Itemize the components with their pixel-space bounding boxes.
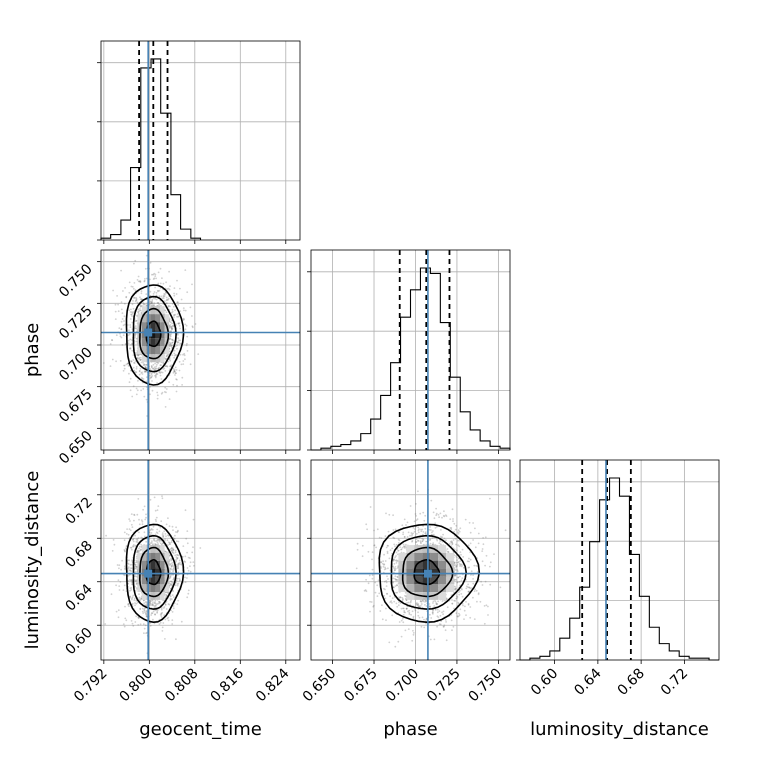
contour (401, 546, 454, 598)
gridlines (101, 460, 300, 660)
x-tick-label: 0.792 (71, 666, 111, 706)
x-tick-label: 0.68 (615, 666, 648, 699)
y-tick-label: 0.725 (56, 303, 96, 343)
x-tick-label: 0.816 (207, 665, 247, 705)
gridlines (101, 41, 300, 240)
histogram-luminosity-distance (516, 459, 720, 664)
density-core (137, 306, 170, 363)
histogram-phase (307, 249, 511, 454)
histogram-steps (311, 267, 511, 451)
panel-border (310, 249, 511, 451)
contour (132, 534, 177, 610)
x-axis-label: geocent_time (139, 719, 262, 740)
x-axis-label: luminosity_distance (530, 719, 709, 740)
x-tick-label: 0.725 (424, 666, 464, 706)
x-tick-label: 0.64 (571, 665, 604, 698)
panel-border (100, 40, 301, 241)
contour (138, 546, 170, 598)
contour (413, 558, 441, 586)
x-axis-label: phase (383, 719, 437, 740)
histogram-steps (100, 58, 202, 240)
x-tick-label: 0.824 (253, 665, 293, 705)
truth-marker (144, 569, 153, 578)
contour (378, 523, 481, 624)
y-tick-label: 0.750 (56, 261, 96, 301)
y-tick-label: 0.60 (62, 625, 95, 658)
contour-lines (378, 523, 481, 624)
x-tick-label: 0.72 (658, 666, 691, 699)
contour (125, 284, 185, 386)
y-axis-label: phase (22, 323, 43, 377)
scatter-geocent-time-vs-luminosity-distance (97, 459, 301, 664)
panel-border (100, 459, 301, 661)
truth-marker (144, 328, 153, 337)
panel-border (310, 459, 511, 661)
scatter-geocent-time-vs-phase (97, 249, 301, 454)
contour (132, 295, 177, 373)
y-axis-label: luminosity_distance (22, 471, 43, 650)
histogram-steps (520, 477, 719, 661)
x-tick-label: 0.750 (466, 666, 506, 706)
y-tick-label: 0.68 (62, 538, 95, 571)
y-tick-label: 0.700 (56, 345, 96, 385)
histogram-geocent-time (97, 40, 301, 244)
y-tick-label: 0.675 (56, 386, 96, 426)
scatter-phase-vs-luminosity-distance (307, 459, 511, 664)
x-tick-label: 0.800 (116, 666, 156, 706)
x-tick-label: 0.650 (300, 666, 340, 706)
panel-border (519, 459, 720, 661)
gridlines (520, 460, 719, 660)
gridlines (311, 250, 510, 450)
contour (138, 307, 170, 360)
x-tick-label: 0.808 (162, 666, 202, 706)
contour (125, 523, 185, 624)
x-tick-label: 0.675 (341, 666, 381, 706)
panel-border (100, 249, 301, 451)
truth-marker (423, 569, 432, 578)
contour (390, 534, 468, 610)
x-tick-label: 0.700 (383, 666, 423, 706)
density-core (137, 545, 170, 600)
y-tick-label: 0.650 (56, 428, 96, 468)
y-tick-label: 0.64 (62, 581, 95, 614)
y-tick-label: 0.72 (62, 494, 95, 527)
x-tick-label: 0.60 (528, 666, 561, 699)
